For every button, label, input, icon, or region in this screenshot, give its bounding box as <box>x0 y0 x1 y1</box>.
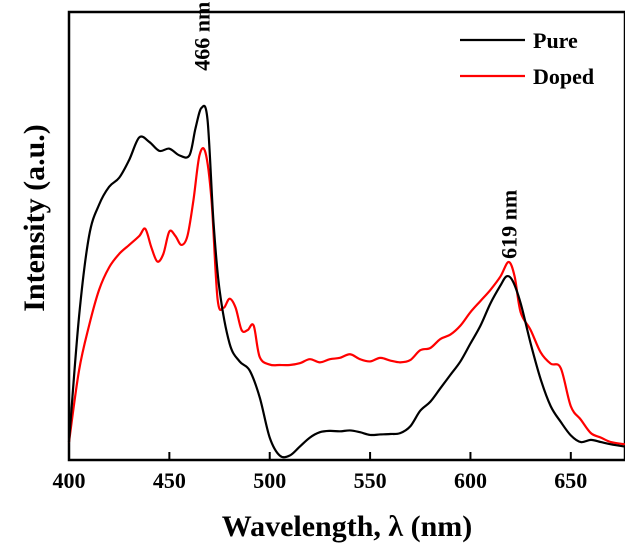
series-line-pure <box>67 104 625 459</box>
plot-frame <box>67 10 625 462</box>
series-layer <box>67 104 625 459</box>
x-axis-title: Wavelength, λ (nm) <box>222 510 473 543</box>
x-tick-label: 550 <box>354 468 387 493</box>
legend-label: Doped <box>533 64 594 89</box>
legend: Pure Doped <box>460 28 594 89</box>
peak-annotation: 619 nm <box>497 190 522 259</box>
plot-area: 400 450 500 550 600 650 466 nm 619 nm <box>53 2 625 493</box>
x-tick-label: 500 <box>253 468 286 493</box>
legend-label: Pure <box>533 28 578 53</box>
y-axis-title: Intensity (a.u.) <box>18 124 51 312</box>
series-line-doped <box>67 147 625 446</box>
x-tick-label: 600 <box>454 468 487 493</box>
x-axis-ticks: 400 450 500 550 600 650 <box>53 452 587 493</box>
x-tick-label: 650 <box>554 468 587 493</box>
peak-annotations: 466 nm 619 nm <box>190 2 522 259</box>
peak-annotation: 466 nm <box>190 2 215 71</box>
x-tick-label: 450 <box>153 468 186 493</box>
x-tick-label: 400 <box>53 468 86 493</box>
